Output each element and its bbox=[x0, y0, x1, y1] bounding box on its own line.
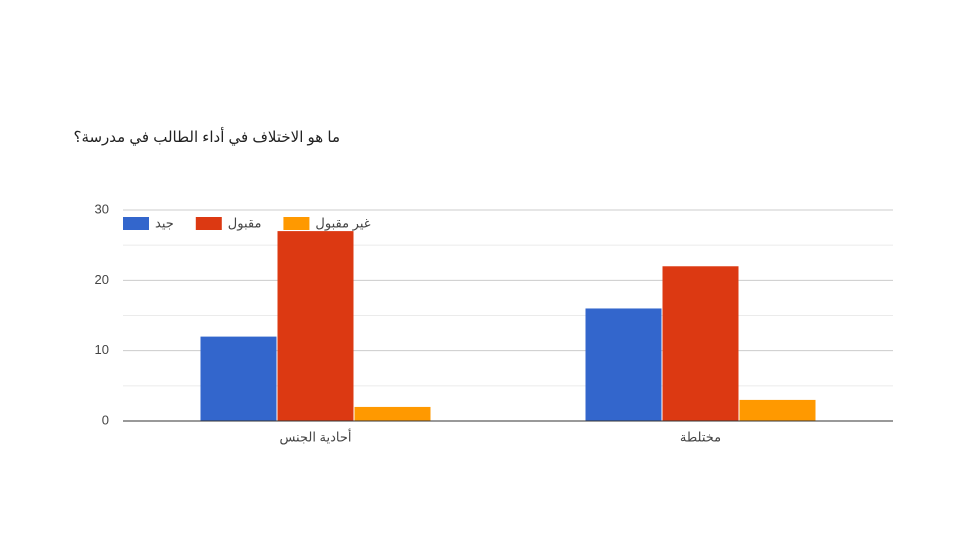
legend-label: مقبول bbox=[228, 215, 262, 231]
chart-title: ما هو الاختلاف في أداء الطالب في مدرسة؟ bbox=[73, 127, 340, 147]
legend-swatch bbox=[283, 217, 310, 230]
y-tick-label: 20 bbox=[95, 272, 109, 287]
bar bbox=[200, 336, 277, 421]
x-tick-label: أحادية الجنس bbox=[279, 428, 351, 445]
bar bbox=[585, 308, 662, 421]
y-tick-label: 0 bbox=[102, 412, 109, 427]
legend-label: غير مقبول bbox=[315, 215, 370, 231]
legend-swatch bbox=[123, 217, 149, 230]
y-tick-label: 10 bbox=[95, 342, 109, 357]
legend-swatch bbox=[195, 217, 222, 230]
x-tick-label: مختلطة bbox=[680, 429, 721, 444]
bar bbox=[739, 399, 816, 421]
bar bbox=[662, 266, 739, 421]
bar bbox=[354, 406, 431, 421]
bar bbox=[277, 231, 354, 421]
legend-label: جيد bbox=[155, 215, 174, 230]
y-tick-label: 30 bbox=[95, 201, 109, 216]
